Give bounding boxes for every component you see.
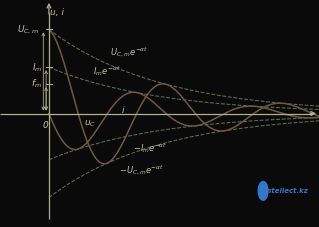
Text: u, i: u, i xyxy=(50,8,64,17)
Text: $f_m$: $f_m$ xyxy=(32,78,42,90)
Text: $I_m e^{-\alpha t}$: $I_m e^{-\alpha t}$ xyxy=(88,64,121,78)
Text: $u_C$: $u_C$ xyxy=(84,118,96,128)
Text: $U_{C,m}e^{-\alpha t}$: $U_{C,m}e^{-\alpha t}$ xyxy=(105,45,148,59)
Text: $-U_{C,m}e^{-\alpha t}$: $-U_{C,m}e^{-\alpha t}$ xyxy=(119,163,164,177)
Text: $-I_m e^{-\alpha t}$: $-I_m e^{-\alpha t}$ xyxy=(133,141,167,155)
Circle shape xyxy=(257,181,269,201)
Text: intellect.kz: intellect.kz xyxy=(264,188,308,194)
Text: $i$: $i$ xyxy=(121,104,126,115)
Text: $U_{C,m}$: $U_{C,m}$ xyxy=(17,23,39,36)
Text: $I_m$: $I_m$ xyxy=(32,61,42,74)
Text: 0: 0 xyxy=(42,121,48,130)
